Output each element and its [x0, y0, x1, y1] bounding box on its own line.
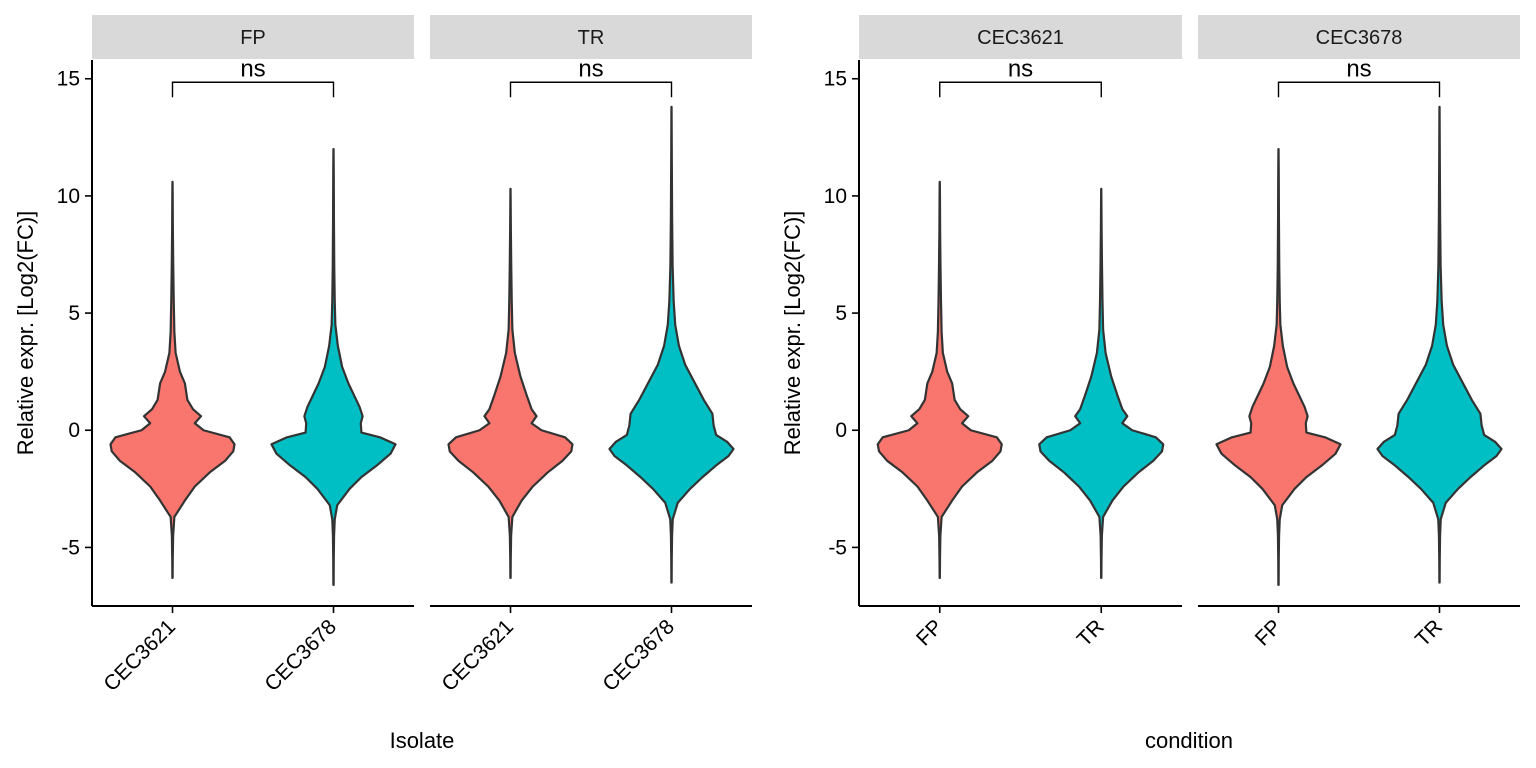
y-axis-title: Relative expr. [Log2(FC)] — [780, 211, 805, 456]
x-tick-label: CEC3621 — [99, 615, 180, 696]
facet-strip — [1198, 15, 1520, 59]
facet-strip — [430, 15, 752, 59]
facet-strip-label: CEC3621 — [977, 27, 1064, 49]
x-tick-label: CEC3678 — [260, 615, 341, 696]
facet-panel-tr: TR CEC3621 CEC3678 ns — [430, 15, 752, 696]
x-axis-title: Isolate — [390, 728, 455, 753]
facet-panel-cec3678: CEC3678 FP TR ns — [1198, 15, 1520, 651]
x-axis-title: condition — [1145, 728, 1233, 753]
y-tick-label: 10 — [57, 185, 80, 208]
violin-cec3621 — [876, 180, 1003, 579]
facet-strip — [859, 15, 1182, 59]
violin-cec3621 — [447, 187, 574, 579]
x-tick-label: CEC3678 — [598, 615, 679, 696]
y-tick-label: -5 — [61, 536, 80, 559]
y-tick-label: 10 — [824, 185, 847, 208]
facet-strip-label: TR — [578, 27, 605, 49]
x-tick-label: TR — [1411, 615, 1447, 651]
chart-group-1: -5 0 5 10 15 Relative expr. [Log2(FC)] Isolate… — [13, 15, 752, 753]
facet-strip-label: CEC3678 — [1316, 27, 1403, 49]
violin-cec3621 — [1215, 147, 1342, 587]
significance-bracket — [509, 81, 673, 98]
y-tick-label: 5 — [835, 302, 847, 325]
y-axis-title: Relative expr. [Log2(FC)] — [13, 211, 38, 456]
facet-panel-cec3621: CEC3621 FP TR ns — [859, 15, 1182, 651]
x-tick-label: TR — [1073, 615, 1109, 651]
significance-bracket — [939, 81, 1102, 98]
violin-cec3678 — [1376, 105, 1503, 584]
y-tick-label: -5 — [828, 536, 847, 559]
x-tick-label: FP — [1251, 615, 1286, 650]
facet-panel-fp: FP CEC3621 CEC3678 ns — [92, 15, 414, 696]
chart-group-2: -5 0 5 10 15 Relative expr. [Log2(FC)] conditi… — [780, 15, 1520, 753]
significance-label: ns — [1008, 55, 1033, 82]
y-tick-label: 0 — [68, 419, 80, 442]
x-tick-label: FP — [912, 615, 947, 650]
y-tick-label: 0 — [835, 419, 847, 442]
violin-cec3621 — [109, 180, 236, 579]
significance-label: ns — [578, 55, 603, 82]
violin-cec3678 — [1038, 187, 1165, 579]
significance-label: ns — [1346, 55, 1371, 82]
violin-cec3678 — [608, 105, 735, 584]
violin-cec3678 — [270, 147, 397, 587]
facet-strip-label: FP — [240, 27, 266, 49]
y-tick-label: 15 — [57, 68, 80, 91]
y-tick-label: 5 — [68, 302, 80, 325]
significance-bracket — [171, 81, 335, 98]
significance-label: ns — [240, 55, 265, 82]
x-tick-label: CEC3621 — [437, 615, 518, 696]
significance-bracket — [1277, 81, 1441, 98]
facet-strip — [92, 15, 414, 59]
y-tick-label: 15 — [824, 68, 847, 91]
